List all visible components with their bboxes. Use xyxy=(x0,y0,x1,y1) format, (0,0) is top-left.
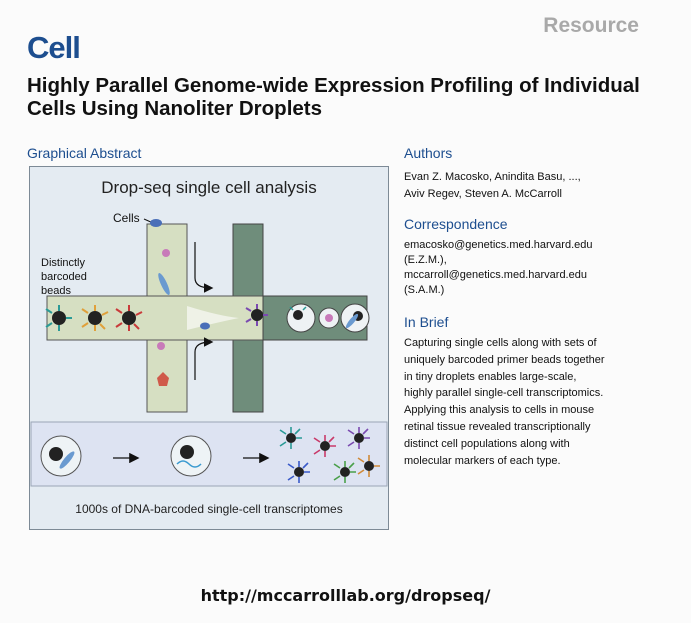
graphical-abstract-figure: Drop-seq single cell analysis Cells Dist… xyxy=(29,166,389,530)
correspondence-initials: (S.A.M.) xyxy=(404,284,445,296)
bead-cluster-icon xyxy=(279,427,380,483)
cells-label: Cells xyxy=(113,211,140,225)
in-brief-heading: In Brief xyxy=(404,314,449,330)
beads-label-line1: Distinctly xyxy=(41,257,86,269)
barcoded-bead-icon xyxy=(81,305,109,331)
barcoded-bead-icon xyxy=(45,305,72,331)
in-brief-line: distinct cell populations along with xyxy=(404,437,570,450)
barcoded-bead-icon xyxy=(245,304,268,326)
droplet-icon xyxy=(170,435,212,477)
cell-icon xyxy=(157,372,169,386)
correspondence-email[interactable]: emacosko@genetics.med.harvard.edu xyxy=(404,239,593,251)
cell-icon xyxy=(200,322,210,330)
authors-heading: Authors xyxy=(404,145,453,161)
droplet-icon xyxy=(318,307,340,329)
journal-logo: Cell xyxy=(27,30,81,65)
figure-caption: 1000s of DNA-barcoded single-cell transc… xyxy=(75,502,342,516)
correspondence-block: emacosko@genetics.med.harvard.edu (E.Z.M… xyxy=(404,238,664,298)
beads-label-line3: beads xyxy=(41,285,71,297)
in-brief-line: molecular markers of each type. xyxy=(404,454,561,467)
correspondence-initials: (E.Z.M.), xyxy=(404,254,447,266)
in-brief-text: Capturing single cells along with sets o… xyxy=(404,335,669,469)
in-brief-line: Capturing single cells along with sets o… xyxy=(404,337,597,349)
droplet-icon xyxy=(40,435,82,477)
authors-line: Aviv Regev, Steven A. McCarroll xyxy=(404,188,562,200)
paper-title: Highly Parallel Genome-wide Expression P… xyxy=(27,74,640,120)
droplet-icon xyxy=(286,303,316,333)
correspondence-email[interactable]: mccarroll@genetics.med.harvard.edu xyxy=(404,269,587,281)
dropseq-diagram: Drop-seq single cell analysis Cells Dist… xyxy=(29,166,389,530)
authors-list: Evan Z. Macosko, Anindita Basu, ..., Avi… xyxy=(404,169,654,203)
footer-url[interactable]: http://mccarrolllab.org/dropseq/ xyxy=(200,586,491,605)
flow-arrow-top xyxy=(194,242,214,293)
cell-icon xyxy=(158,273,170,295)
article-type-label: Resource xyxy=(543,14,639,37)
in-brief-line: retinal tissue revealed transcriptionall… xyxy=(404,420,591,433)
cell-icon xyxy=(162,249,170,257)
graphical-abstract-heading: Graphical Abstract xyxy=(27,145,142,161)
cell-icon xyxy=(150,219,162,227)
cell-icon xyxy=(157,342,165,350)
barcoded-bead-icon xyxy=(115,305,143,331)
in-brief-line: uniquely barcoded primer beads together xyxy=(404,353,605,366)
correspondence-heading: Correspondence xyxy=(404,216,508,232)
flow-arrow-bottom xyxy=(194,337,214,380)
authors-line: Evan Z. Macosko, Anindita Basu, ..., xyxy=(404,171,581,183)
droplet-icon xyxy=(340,303,370,333)
figure-title: Drop-seq single cell analysis xyxy=(101,178,316,197)
in-brief-line: Applying this analysis to cells in mouse xyxy=(404,404,595,417)
in-brief-line: in tiny droplets enables large-scale, xyxy=(404,370,577,383)
in-brief-line: highly parallel single-cell transcriptom… xyxy=(404,387,604,400)
beads-label-line2: barcoded xyxy=(41,271,87,283)
